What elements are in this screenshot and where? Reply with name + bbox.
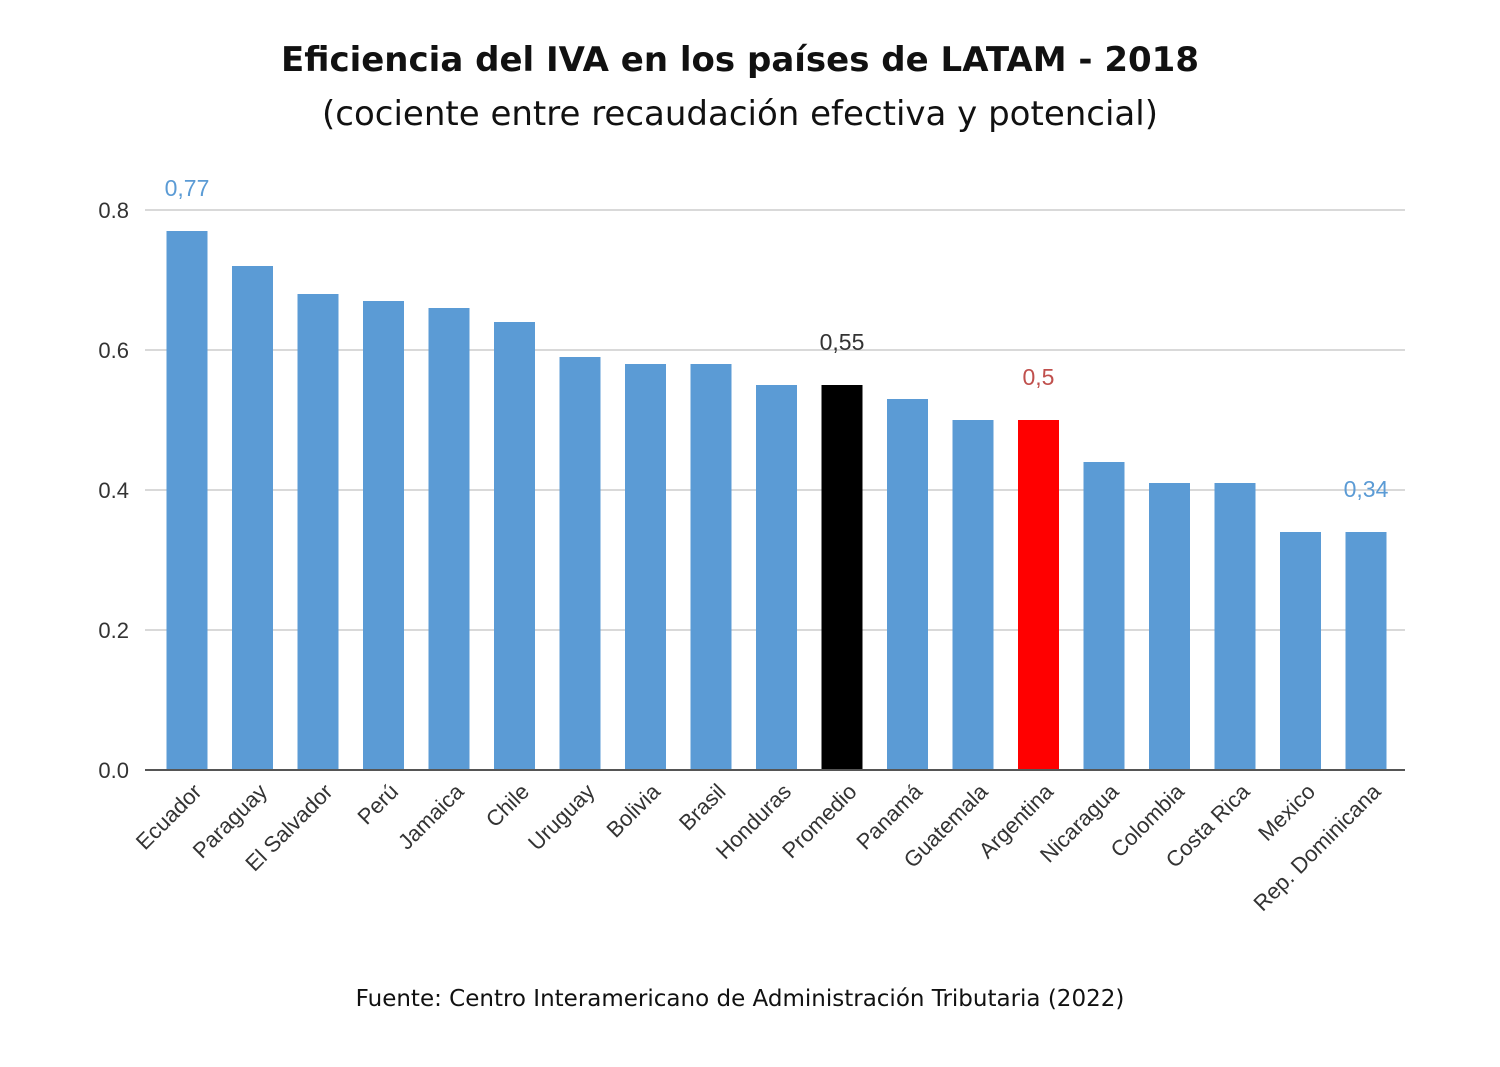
x-tick-label: Uruguay bbox=[523, 779, 599, 855]
chart-title-block: Eficiencia del IVA en los países de LATA… bbox=[0, 40, 1480, 134]
bar-per- bbox=[363, 301, 404, 770]
chart-subtitle: (cociente entre recaudación efectiva y p… bbox=[322, 94, 1158, 134]
chart-title: Eficiencia del IVA en los países de LATA… bbox=[281, 40, 1199, 80]
bar-chile bbox=[494, 322, 535, 770]
bar-el-salvador bbox=[297, 294, 339, 770]
bar-paraguay bbox=[232, 266, 273, 770]
bar-costa-rica bbox=[1214, 483, 1256, 770]
data-label: 0,34 bbox=[1344, 476, 1389, 502]
data-label: 0,55 bbox=[820, 329, 865, 355]
x-tick-label: Brasil bbox=[674, 779, 731, 836]
x-tick-label: Perú bbox=[352, 779, 403, 830]
bar-argentina bbox=[1018, 420, 1059, 770]
bar-bolivia bbox=[625, 364, 666, 770]
bar-brasil bbox=[690, 364, 732, 770]
data-labels: 0,77 0,55 0,5 0,34 bbox=[165, 175, 1389, 502]
bar-jamaica bbox=[428, 308, 470, 770]
y-tick-label: 0.2 bbox=[98, 618, 129, 643]
bar-mexico bbox=[1280, 532, 1321, 770]
y-axis-ticks: 0.0 0.2 0.4 0.6 0.8 bbox=[98, 198, 129, 783]
bar-honduras bbox=[756, 385, 797, 770]
x-tick-label: Bolivia bbox=[602, 778, 666, 842]
chart-source: Fuente: Centro Interamericano de Adminis… bbox=[355, 986, 1125, 1012]
bars bbox=[166, 231, 1387, 770]
bar-ecuador bbox=[166, 231, 208, 770]
x-tick-label: Chile bbox=[481, 779, 534, 832]
bar-promedio bbox=[821, 385, 863, 770]
data-label: 0,77 bbox=[165, 175, 210, 201]
y-tick-label: 0.6 bbox=[98, 338, 129, 363]
bar-nicaragua bbox=[1083, 462, 1125, 770]
y-tick-label: 0.4 bbox=[98, 478, 129, 503]
y-tick-label: 0.8 bbox=[98, 198, 129, 223]
bar-colombia bbox=[1149, 483, 1190, 770]
bar-guatemala bbox=[952, 420, 994, 770]
bar-panam- bbox=[887, 399, 928, 770]
x-tick-label: Jamaica bbox=[393, 778, 469, 854]
data-label: 0,5 bbox=[1023, 364, 1055, 390]
bar-rep-dominicana bbox=[1345, 532, 1387, 770]
y-tick-label: 0.0 bbox=[98, 758, 129, 783]
bar-uruguay bbox=[559, 357, 601, 770]
